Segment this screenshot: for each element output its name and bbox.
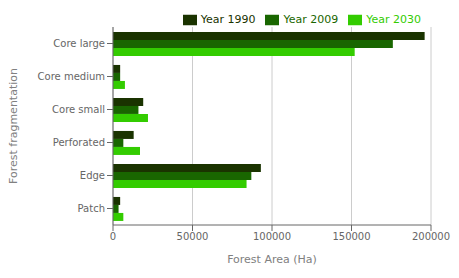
svg-text:50000: 50000 (177, 231, 209, 242)
svg-text:100000: 100000 (253, 231, 291, 242)
svg-text:0: 0 (110, 231, 116, 242)
svg-text:Core medium: Core medium (38, 71, 105, 82)
html-text:Year 1990: Year 1990 (200, 13, 256, 26)
svg-text:200000: 200000 (412, 231, 450, 242)
svg-text:Patch: Patch (78, 203, 105, 214)
svg-text:150000: 150000 (332, 231, 370, 242)
svg-text:Perforated: Perforated (53, 137, 105, 148)
svg-text:Core small: Core small (52, 104, 105, 115)
svg-text:Forest fragmentation: Forest fragmentation (8, 68, 20, 184)
html-text:Year 2009: Year 2009 (283, 13, 339, 26)
svg-text:Edge: Edge (80, 170, 105, 181)
html-text:Year 2030: Year 2030 (366, 13, 421, 26)
svg-text:Forest Area (Ha): Forest Area (Ha) (227, 253, 317, 266)
svg-text:Core large: Core large (53, 38, 105, 49)
